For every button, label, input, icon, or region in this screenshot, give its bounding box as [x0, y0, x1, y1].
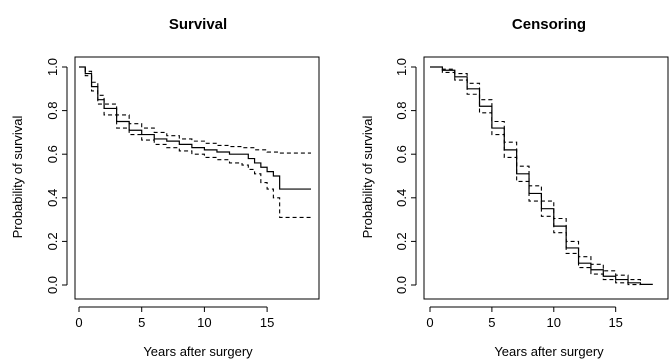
series-group	[430, 66, 653, 286]
ci-lower-curve	[79, 66, 311, 218]
ci-upper-curve	[430, 66, 641, 282]
y-axis-label: Probability of survival	[10, 115, 25, 238]
x-axis-label: Years after surgery	[143, 344, 253, 359]
x-tick-label: 0	[426, 315, 433, 330]
survival-panel: Survival 0 5 10 15 0.0 0.2 0.4 0.6 0.8 1.0 Years …	[10, 16, 320, 359]
survival-curve	[79, 66, 311, 190]
y-axis-label: Probability of survival	[360, 115, 375, 238]
y-tick-label: 0.6	[45, 145, 60, 163]
y-tick-label: 0.0	[45, 276, 60, 294]
x-tick-label: 5	[138, 315, 145, 330]
y-tick-label: 0.0	[394, 276, 409, 294]
x-tick-label: 15	[260, 315, 274, 330]
y-tick-label: 0.6	[394, 145, 409, 163]
x-tick-label: 0	[75, 315, 82, 330]
y-tick-label: 1.0	[394, 58, 409, 76]
ci-lower-curve	[430, 66, 641, 286]
x-tick-label: 15	[608, 315, 622, 330]
y-tick-label: 0.4	[394, 189, 409, 207]
tick-group: 0 5 10 15 0.0 0.2 0.4 0.6 0.8 1.0	[45, 58, 274, 330]
plot-frame	[423, 56, 669, 300]
x-tick-label: 10	[547, 315, 561, 330]
y-tick-label: 0.4	[45, 189, 60, 207]
y-tick-label: 0.2	[45, 232, 60, 250]
censoring-panel: Censoring 0 5 10 15 0.0 0.2 0.4 0.6 0.8 1.0 Years…	[360, 16, 669, 359]
survival-curve	[430, 66, 653, 285]
series-group	[79, 66, 311, 218]
x-tick-label: 10	[197, 315, 211, 330]
chart-title: Censoring	[512, 16, 586, 33]
y-tick-label: 0.2	[394, 232, 409, 250]
y-tick-label: 0.8	[394, 102, 409, 120]
ci-upper-curve	[79, 66, 311, 154]
x-tick-label: 5	[488, 315, 495, 330]
y-tick-label: 0.8	[45, 102, 60, 120]
plot-frame	[74, 56, 320, 300]
y-tick-label: 1.0	[45, 58, 60, 76]
chart-title: Survival	[169, 16, 227, 33]
x-axis-label: Years after surgery	[494, 344, 604, 359]
tick-group: 0 5 10 15 0.0 0.2 0.4 0.6 0.8 1.0	[394, 58, 623, 330]
